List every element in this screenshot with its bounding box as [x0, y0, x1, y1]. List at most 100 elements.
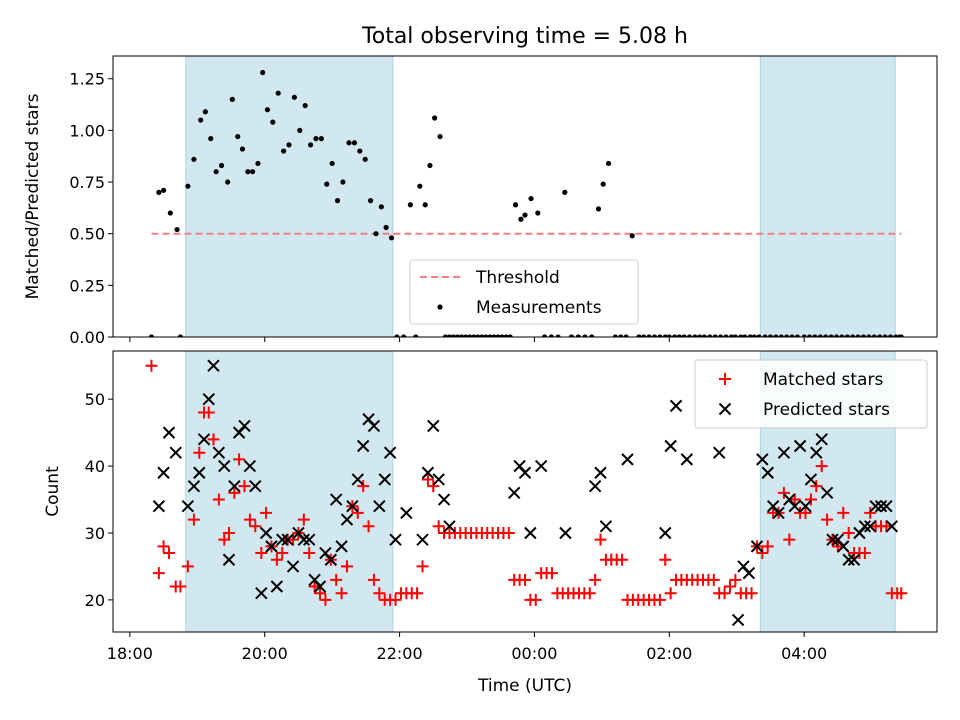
- x-tick-label: 00:00: [511, 644, 557, 663]
- x-tick-label: 02:00: [646, 644, 692, 663]
- data-point: [417, 183, 423, 189]
- data-point: [898, 334, 904, 337]
- data-point: [794, 334, 801, 337]
- data-point: [594, 466, 607, 479]
- data-point: [773, 334, 779, 337]
- legend: Threshold Measurements: [409, 259, 639, 325]
- data-point: [562, 189, 568, 195]
- y-tick-label: 40: [85, 457, 105, 476]
- data-point: [437, 133, 443, 140]
- data-point: [659, 553, 672, 566]
- plot-area: [145, 359, 908, 627]
- data-point: [303, 533, 316, 546]
- data-point: [432, 115, 438, 121]
- data-point: [512, 202, 519, 208]
- y-axis-label: Count: [43, 466, 63, 517]
- data-point: [324, 181, 330, 187]
- data-point: [388, 235, 395, 241]
- data-point: [177, 334, 184, 337]
- data-point: [869, 500, 882, 513]
- data-point: [463, 334, 469, 337]
- data-point: [850, 334, 856, 337]
- data-point: [218, 533, 231, 546]
- y-tick-label: 30: [85, 524, 105, 543]
- data-point: [495, 334, 501, 337]
- data-point: [692, 334, 698, 337]
- data-point: [208, 136, 214, 142]
- data-point: [475, 334, 481, 337]
- data-point: [313, 580, 327, 593]
- data-point: [866, 334, 872, 337]
- data-point: [612, 334, 618, 337]
- data-point: [701, 334, 707, 337]
- data-point: [582, 334, 588, 337]
- data-point: [443, 520, 456, 533]
- data-point: [193, 466, 206, 479]
- axes-frame: [112, 350, 938, 633]
- data-point: [588, 479, 602, 493]
- data-point: [156, 189, 162, 195]
- data-point: [707, 334, 713, 337]
- data-point: [522, 212, 528, 218]
- data-point: [750, 540, 764, 553]
- data-point: [772, 506, 785, 520]
- data-point: [162, 426, 176, 439]
- data-point: [723, 580, 736, 593]
- data-point: [281, 533, 294, 546]
- data-point: [589, 334, 595, 337]
- data-point: [874, 500, 888, 513]
- data-point: [367, 198, 374, 204]
- data-point: [507, 334, 513, 337]
- data-point: [260, 69, 266, 76]
- data-point: [877, 334, 883, 337]
- data-point: [738, 334, 744, 337]
- data-point: [555, 334, 561, 337]
- data-point: [275, 90, 281, 96]
- data-point: [812, 334, 818, 337]
- data-point: [421, 473, 434, 486]
- data-point: [745, 587, 758, 600]
- data-point: [600, 181, 606, 187]
- data-point: [529, 593, 542, 606]
- data-point: [174, 580, 187, 593]
- data-point: [680, 453, 694, 466]
- shaded-interval-2: [759, 55, 896, 338]
- data-point: [707, 573, 720, 586]
- data-point: [255, 547, 268, 560]
- data-point: [864, 506, 877, 519]
- y-tick-label: 50: [85, 390, 105, 409]
- data-point: [783, 533, 796, 546]
- data-point: [777, 486, 790, 499]
- y-tick-label: 0.75: [69, 173, 105, 192]
- data-point: [718, 587, 731, 600]
- legend-predicted-label: Predicted stars: [763, 400, 890, 420]
- data-point: [193, 446, 206, 459]
- data-point: [422, 202, 428, 208]
- data-point: [801, 334, 807, 337]
- data-point: [534, 459, 548, 473]
- data-point: [839, 334, 845, 337]
- data-point: [519, 573, 531, 586]
- data-point: [191, 156, 197, 162]
- data-point: [502, 526, 515, 539]
- data-point: [280, 148, 287, 154]
- legend-box: [409, 259, 639, 325]
- y-tick-label: 0.50: [69, 225, 105, 244]
- data-point: [686, 334, 693, 337]
- data-point: [378, 473, 391, 486]
- series-predicted-stars: [152, 359, 899, 627]
- data-point: [307, 142, 314, 148]
- y-tick-label: 20: [85, 591, 105, 610]
- data-point: [454, 334, 461, 337]
- data-point: [202, 406, 215, 419]
- data-point: [548, 334, 554, 337]
- x-tick-label: 04:00: [781, 644, 827, 663]
- data-point: [712, 334, 718, 337]
- data-point: [756, 334, 762, 337]
- data-point: [518, 216, 524, 222]
- y-axis-label: Matched/Predicted stars: [23, 93, 43, 299]
- data-point: [723, 334, 729, 337]
- data-point: [806, 334, 813, 337]
- data-point: [324, 553, 338, 566]
